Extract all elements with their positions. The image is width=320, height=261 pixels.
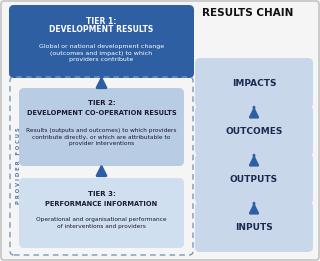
FancyBboxPatch shape [195,106,313,156]
FancyBboxPatch shape [19,178,184,248]
Text: Global or national development change
(outcomes and impact) to which
providers c: Global or national development change (o… [39,44,164,62]
Text: DEVELOPMENT CO-OPERATION RESULTS: DEVELOPMENT CO-OPERATION RESULTS [27,110,176,116]
Text: TIER 2:: TIER 2: [88,100,115,106]
Text: P R O V I D E R   F O C U S: P R O V I D E R F O C U S [17,128,21,204]
Text: TIER 1:: TIER 1: [86,16,117,26]
Text: IMPACTS: IMPACTS [232,79,276,87]
Text: OUTPUTS: OUTPUTS [230,175,278,183]
Text: TIER 3:: TIER 3: [88,191,116,197]
FancyBboxPatch shape [195,58,313,108]
Text: OUTCOMES: OUTCOMES [225,127,283,135]
Text: Operational and organisational performance
of interventions and providers: Operational and organisational performan… [36,217,167,229]
Text: Results (outputs and outcomes) to which providers
contribute directly, or which : Results (outputs and outcomes) to which … [26,128,177,146]
Text: PERFORMANCE INFORMATION: PERFORMANCE INFORMATION [45,201,158,207]
Text: DEVELOPMENT RESULTS: DEVELOPMENT RESULTS [49,26,154,34]
FancyBboxPatch shape [195,202,313,252]
FancyBboxPatch shape [9,5,194,78]
FancyBboxPatch shape [195,154,313,204]
Text: RESULTS CHAIN: RESULTS CHAIN [202,8,294,18]
Text: INPUTS: INPUTS [235,222,273,232]
FancyBboxPatch shape [19,88,184,166]
